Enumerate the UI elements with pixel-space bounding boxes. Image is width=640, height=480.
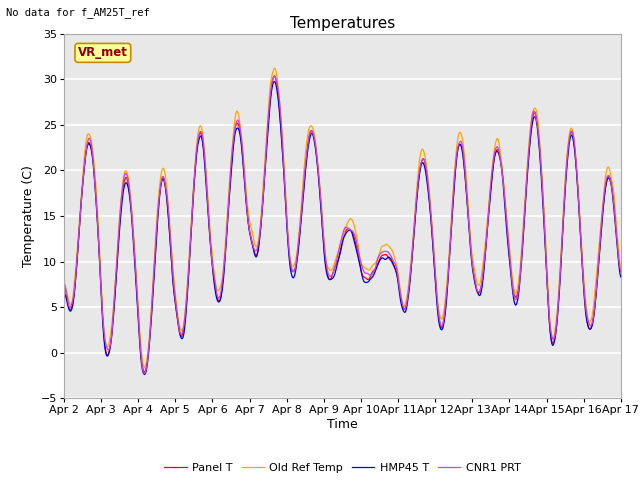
HMP45 T xyxy=(617,274,625,280)
Old Ref Temp xyxy=(412,202,419,208)
Old Ref Temp xyxy=(127,203,135,209)
HMP45 T xyxy=(70,293,78,299)
Line: Panel T: Panel T xyxy=(64,76,621,372)
Panel T xyxy=(127,207,135,213)
Panel T xyxy=(271,73,278,79)
Panel T xyxy=(70,291,78,297)
CNR1 PRT xyxy=(185,266,193,272)
Old Ref Temp xyxy=(428,220,436,226)
HMP45 T xyxy=(428,228,436,234)
Legend: Panel T, Old Ref Temp, HMP45 T, CNR1 PRT: Panel T, Old Ref Temp, HMP45 T, CNR1 PRT xyxy=(160,459,525,478)
Panel T xyxy=(60,281,68,287)
HMP45 T xyxy=(60,290,68,296)
Old Ref Temp xyxy=(60,282,68,288)
Old Ref Temp xyxy=(214,288,222,294)
Panel T xyxy=(185,268,193,274)
Old Ref Temp xyxy=(271,65,278,71)
Panel T xyxy=(412,208,419,214)
Old Ref Temp xyxy=(185,261,193,266)
Panel T xyxy=(214,297,222,303)
Panel T xyxy=(617,268,625,274)
CNR1 PRT xyxy=(617,268,625,274)
CNR1 PRT xyxy=(141,371,148,376)
HMP45 T xyxy=(412,211,419,217)
Old Ref Temp xyxy=(70,284,78,289)
CNR1 PRT xyxy=(271,74,278,80)
HMP45 T xyxy=(127,211,135,217)
CNR1 PRT xyxy=(412,205,419,211)
Line: HMP45 T: HMP45 T xyxy=(64,82,621,374)
HMP45 T xyxy=(271,79,278,84)
Y-axis label: Temperature (C): Temperature (C) xyxy=(22,165,35,267)
CNR1 PRT xyxy=(428,223,436,228)
Line: CNR1 PRT: CNR1 PRT xyxy=(64,77,621,373)
Old Ref Temp xyxy=(617,265,625,271)
CNR1 PRT xyxy=(127,206,135,212)
Panel T xyxy=(141,370,148,375)
X-axis label: Time: Time xyxy=(327,418,358,431)
HMP45 T xyxy=(185,271,193,277)
Text: No data for f_AM25T_ref: No data for f_AM25T_ref xyxy=(6,7,150,18)
HMP45 T xyxy=(141,372,148,377)
HMP45 T xyxy=(214,299,222,305)
Panel T xyxy=(428,227,436,233)
CNR1 PRT xyxy=(214,295,222,300)
CNR1 PRT xyxy=(60,279,68,285)
Text: VR_met: VR_met xyxy=(78,47,128,60)
Line: Old Ref Temp: Old Ref Temp xyxy=(64,68,621,367)
Title: Temperatures: Temperatures xyxy=(290,16,395,31)
Old Ref Temp xyxy=(141,364,148,370)
CNR1 PRT xyxy=(70,289,78,295)
